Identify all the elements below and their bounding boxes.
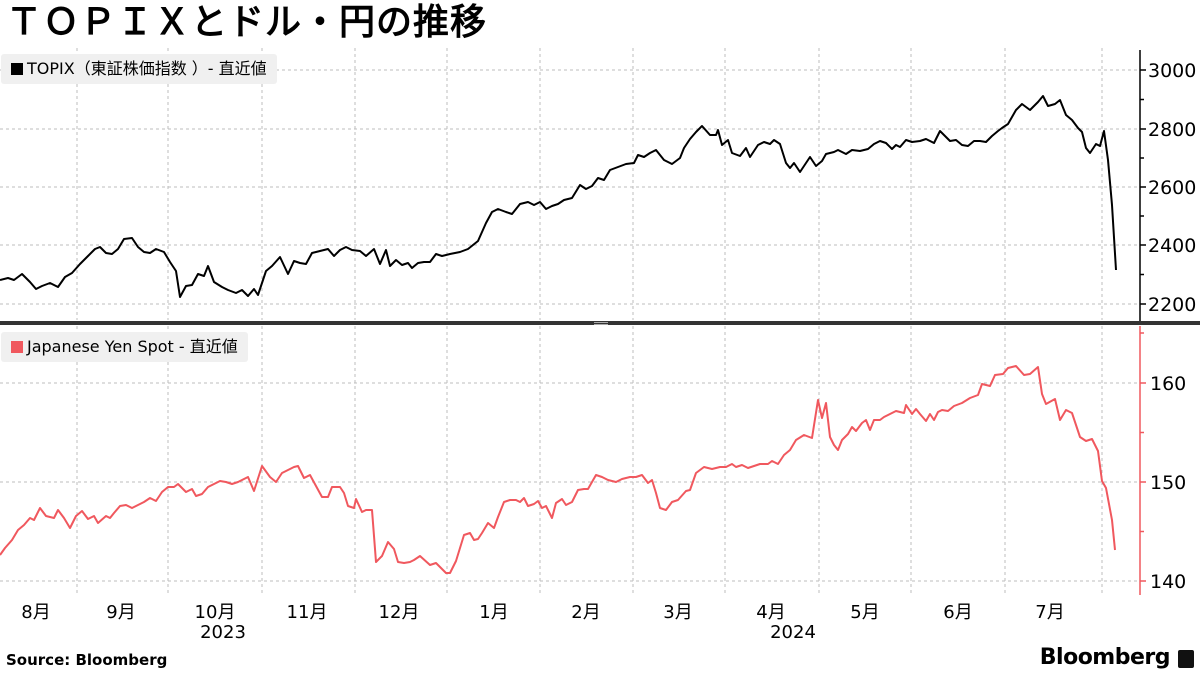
- x-tick-label: 7月: [1035, 602, 1065, 623]
- top-ytick-label: 2600: [1148, 177, 1196, 199]
- topix-line: [0, 95, 1117, 298]
- x-year-label: 2023: [200, 622, 246, 643]
- yen-legend-label: Japanese Yen Spot - 直近値: [27, 337, 238, 356]
- top-ytick-label: 2200: [1148, 294, 1196, 316]
- x-tick-label: 5月: [850, 602, 880, 623]
- top-ytick-label: 2400: [1148, 235, 1196, 257]
- top-ytick-label: 2800: [1148, 119, 1196, 141]
- x-tick-label: 1月: [479, 602, 509, 623]
- bottom-grid: [0, 326, 1140, 595]
- x-tick-label: 6月: [943, 602, 973, 623]
- x-tick-label: 8月: [21, 602, 51, 623]
- x-tick-label: 11月: [286, 602, 328, 623]
- bottom-ytick-label: 140: [1150, 571, 1186, 593]
- separator-grip: [594, 322, 608, 323]
- yen-legend-swatch: [11, 341, 23, 353]
- bottom-ytick-label: 150: [1150, 472, 1186, 494]
- x-tick-label: 12月: [378, 602, 420, 623]
- x-year-label: 2024: [770, 622, 816, 643]
- x-tick-label: 9月: [106, 602, 136, 623]
- bottom-ytick-label: 160: [1150, 373, 1186, 395]
- x-tick-label: 2月: [571, 602, 601, 623]
- x-tick-label: 4月: [756, 602, 786, 623]
- top-ytick-label: 3000: [1148, 60, 1196, 82]
- x-tick-label: 10月: [194, 602, 236, 623]
- topix-legend: TOPIX（東証株価指数 ）- 直近値: [1, 54, 277, 84]
- topix-legend-label: TOPIX（東証株価指数 ）- 直近値: [27, 59, 267, 78]
- chart-title: ＴＯＰＩＸとドル・円の推移: [6, 2, 488, 43]
- yen-line: [0, 365, 1116, 574]
- top-grid: [0, 48, 1140, 320]
- x-tick-label: 3月: [663, 602, 693, 623]
- bloomberg-logo: Bloomberg: [1039, 645, 1171, 670]
- topix-legend-swatch: [11, 63, 23, 75]
- source-note: Source: Bloomberg: [6, 651, 168, 669]
- yen-legend: Japanese Yen Spot - 直近値: [1, 332, 248, 362]
- bloomberg-chart-icon: [1178, 650, 1194, 668]
